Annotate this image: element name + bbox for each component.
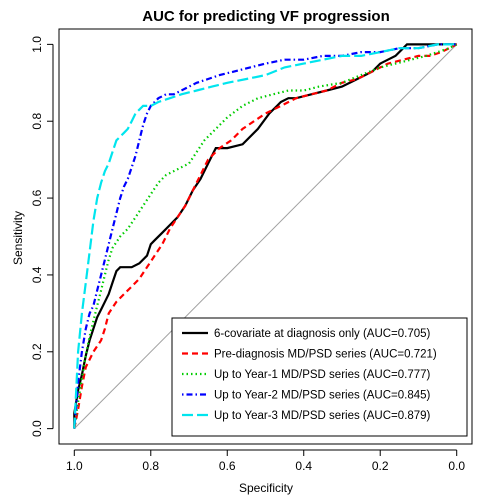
y-tick-label: 1.0 bbox=[30, 36, 44, 53]
plot-area-border bbox=[58, 28, 473, 445]
x-tick-label: 0.4 bbox=[295, 459, 312, 473]
y-tick-label: 0.8 bbox=[30, 113, 44, 130]
y-tick-label: 0.4 bbox=[30, 266, 44, 283]
series-layer bbox=[73, 43, 458, 429]
legend: 6-covariate at diagnosis only (AUC=0.705… bbox=[171, 317, 468, 437]
y-tick-label: 0.0 bbox=[30, 420, 44, 437]
reference-diagonal-layer bbox=[73, 44, 458, 429]
series-line-3 bbox=[73, 43, 458, 429]
series-line-5 bbox=[73, 43, 457, 429]
y-tick-label: 0.2 bbox=[30, 343, 44, 360]
legend-box bbox=[171, 317, 468, 437]
chart-title: AUC for predicting VF progression bbox=[142, 8, 390, 25]
x-tick-label: 1.0 bbox=[66, 459, 83, 473]
x-axis-label: Specificity bbox=[239, 481, 293, 495]
series-line-4 bbox=[73, 43, 457, 429]
series-line-2 bbox=[73, 43, 458, 429]
axis-layer: 1.0 0.8 0.6 0.4 0.2 0.0 0.0 0.2 0.4 0.6 0.8 1.0 bbox=[30, 36, 465, 473]
x-tick-label: 0.0 bbox=[448, 459, 465, 473]
legend-label-4: Up to Year-2 MD/PSD series (AUC=0.845) bbox=[214, 390, 431, 402]
x-tick-label: 0.6 bbox=[219, 459, 236, 473]
legend-label-3: Up to Year-1 MD/PSD series (AUC=0.777) bbox=[214, 369, 431, 381]
x-tick-label: 0.8 bbox=[142, 459, 159, 473]
x-tick-label: 0.2 bbox=[372, 459, 389, 473]
legend-label-1: 6-covariate at diagnosis only (AUC=0.705… bbox=[214, 328, 431, 340]
y-axis-label: Sensitivity bbox=[11, 211, 25, 265]
legend-label-2: Pre-diagnosis MD/PSD series (AUC=0.721) bbox=[214, 349, 437, 361]
y-tick-label: 0.6 bbox=[30, 189, 44, 206]
legend-label-5: Up to Year-3 MD/PSD series (AUC=0.879) bbox=[214, 410, 431, 422]
reference-diagonal bbox=[73, 44, 458, 429]
